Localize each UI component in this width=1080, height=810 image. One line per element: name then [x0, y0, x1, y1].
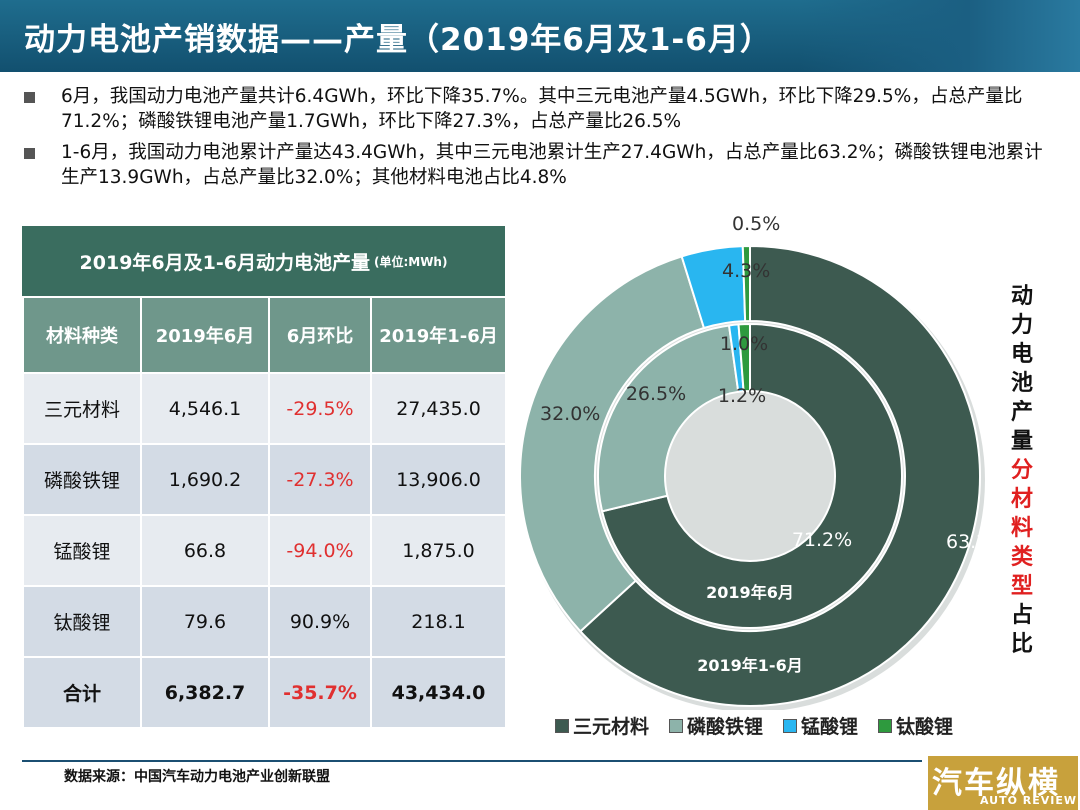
- table-cell: 锰酸锂: [22, 514, 142, 587]
- column-header: 6月环比: [268, 296, 372, 374]
- legend-item: 锰酸锂: [783, 712, 858, 739]
- slice-label: 26.5%: [626, 383, 686, 405]
- table-row: 磷酸铁锂 1,690.2 -27.3% 13,906.0: [22, 443, 507, 516]
- legend-item: 三元材料: [555, 712, 649, 739]
- legend-swatch: [783, 718, 798, 733]
- brand-logo: 汽车纵横 AUTO REVIEW: [928, 756, 1078, 810]
- table-cell: 79.6: [140, 585, 270, 658]
- table-title-text: 2019年6月及1-6月动力电池产量: [79, 251, 370, 274]
- title-accent: [800, 0, 1080, 72]
- legend-swatch: [555, 718, 569, 733]
- table-cell: 27,435.0: [370, 372, 507, 445]
- table-cell: 66.8: [140, 514, 270, 587]
- table-cell: 43,434.0: [370, 656, 507, 729]
- legend-label: 钛酸锂: [896, 716, 954, 738]
- table-total-row: 合计 6,382.7 -35.7% 43,434.0: [22, 656, 507, 729]
- donut-slice: [737, 322, 751, 393]
- data-source: 数据来源：中国汽车动力电池产业创新联盟: [64, 769, 330, 785]
- table-cell: -27.3%: [268, 443, 372, 516]
- table-header-row: 材料种类 2019年6月 6月环比 2019年1-6月: [22, 296, 507, 374]
- slice-label: 63.2%: [946, 531, 1000, 553]
- table-cell: 218.1: [370, 585, 507, 658]
- table-row: 三元材料 4,546.1 -29.5% 27,435.0: [22, 372, 507, 445]
- donut-chart: 71.2% 26.5% 1.0% 1.2% 63.2% 32.0% 4.3% 0.5% 2019…: [519, 213, 1000, 710]
- table-cell: 1,690.2: [140, 443, 270, 516]
- column-header: 材料种类: [22, 296, 142, 374]
- chart-legend: 三元材料 磷酸铁锂 锰酸锂 钛酸锂: [555, 712, 953, 739]
- donut-slice: [600, 322, 903, 629]
- side-title-part: 动力电池产量: [1010, 284, 1033, 454]
- table-cell: 13,906.0: [370, 443, 507, 516]
- legend-item: 磷酸铁锂: [669, 712, 763, 739]
- table-row: 锰酸锂 66.8 -94.0% 1,875.0: [22, 514, 507, 587]
- bullet-square-icon: [24, 148, 35, 159]
- table-row: 钛酸锂 79.6 90.9% 218.1: [22, 585, 507, 658]
- table-cell: 1,875.0: [370, 514, 507, 587]
- donut-slice: [741, 244, 751, 323]
- table-cell: -29.5%: [268, 372, 372, 445]
- table-cell: 三元材料: [22, 372, 142, 445]
- bullet-item: 6月，我国动力电池产量共计6.4GWh，环比下降35.7%。其中三元电池产量4.…: [24, 84, 1054, 134]
- footer-divider: [22, 760, 922, 762]
- slice-label: 0.5%: [732, 213, 780, 235]
- legend-swatch: [669, 718, 684, 733]
- bullet-list: 6月，我国动力电池产量共计6.4GWh，环比下降35.7%。其中三元电池产量4.…: [24, 84, 1054, 196]
- slice-label: 1.0%: [720, 333, 768, 355]
- table-cell: 钛酸锂: [22, 585, 142, 658]
- side-title-part: 占比: [1010, 603, 1033, 657]
- bullet-text: 1-6月，我国动力电池累计产量达43.4GWh，其中三元电池累计生产27.4GW…: [61, 142, 1043, 188]
- donut-slice: [578, 244, 981, 707]
- slice-label: 32.0%: [540, 403, 600, 425]
- production-table: 2019年6月及1-6月动力电池产量 (单位:MWh) 材料种类 2019年6月…: [22, 226, 507, 729]
- side-title: 动力电池产量 分材料类型 占比: [1008, 282, 1036, 659]
- table-cell: 6,382.7: [140, 656, 270, 729]
- side-title-highlight: 分材料类型: [1010, 458, 1033, 599]
- bullet-item: 1-6月，我国动力电池累计产量达43.4GWh，其中三元电池累计生产27.4GW…: [24, 140, 1054, 190]
- legend-label: 磷酸铁锂: [687, 716, 764, 738]
- ring-label: 2019年6月: [706, 583, 794, 602]
- table-cell: 90.9%: [268, 585, 372, 658]
- data-table: 材料种类 2019年6月 6月环比 2019年1-6月 三元材料 4,546.1…: [22, 296, 507, 729]
- slice-label: 71.2%: [792, 529, 852, 551]
- bullet-square-icon: [24, 92, 35, 103]
- slice-label: 4.3%: [722, 260, 770, 282]
- donut-slice: [519, 255, 706, 633]
- logo-subtext: AUTO REVIEW: [980, 794, 1078, 807]
- table-cell: 磷酸铁锂: [22, 443, 142, 516]
- table-unit: (单位:MWh): [373, 254, 448, 269]
- logo-text: 汽车纵横: [932, 766, 1060, 801]
- table-cell: 合计: [22, 656, 142, 729]
- legend-label: 三元材料: [573, 716, 650, 738]
- donut-slice: [597, 324, 740, 513]
- bullet-text: 6月，我国动力电池产量共计6.4GWh，环比下降35.7%。其中三元电池产量4.…: [61, 86, 1023, 132]
- table-title: 2019年6月及1-6月动力电池产量 (单位:MWh): [22, 226, 505, 296]
- column-header: 2019年1-6月: [370, 296, 507, 374]
- slice-label: 1.2%: [718, 385, 766, 407]
- title-bar: 动力电池产销数据——产量（2019年6月及1-6月）: [0, 0, 1080, 72]
- legend-swatch: [878, 718, 893, 733]
- table-cell: -94.0%: [268, 514, 372, 587]
- legend-label: 锰酸锂: [801, 716, 859, 738]
- legend-item: 钛酸锂: [878, 712, 953, 739]
- column-header: 2019年6月: [140, 296, 270, 374]
- table-cell: -35.7%: [268, 656, 372, 729]
- page-title: 动力电池产销数据——产量（2019年6月及1-6月）: [24, 22, 772, 58]
- ring-label: 2019年1-6月: [697, 656, 802, 675]
- table-cell: 4,546.1: [140, 372, 270, 445]
